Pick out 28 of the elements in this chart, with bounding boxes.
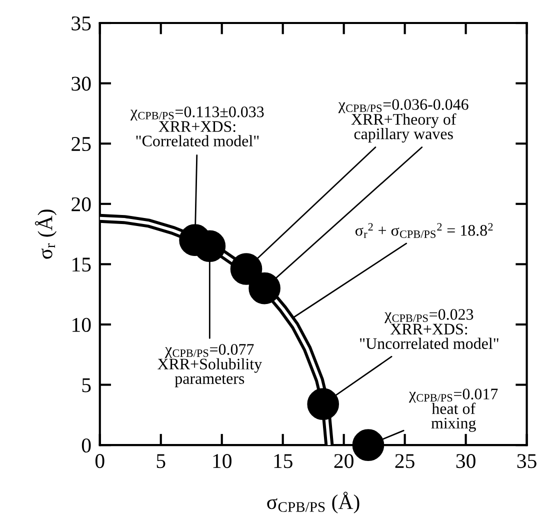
y-tick-label: 15 bbox=[72, 258, 91, 272]
y-tick-label: 35 bbox=[72, 16, 91, 30]
y-tick-label: 25 bbox=[72, 137, 91, 152]
y-tick-label: 0 bbox=[82, 438, 91, 453]
x-tick-label: 10 bbox=[213, 454, 232, 468]
point bbox=[352, 429, 384, 461]
annotation: χ$_{CPB/PS}$=0.113±0.033 XRR+XDS: "Correlated model" bbox=[130, 106, 264, 146]
y-tick-label: 30 bbox=[72, 76, 91, 91]
x-axis-title: σ$_{CPB/PS}$ (Å) bbox=[267, 492, 360, 514]
annotation: χ$_{CPB/PS}$=0.023 XRR+XDS: "Uncorrelated model" bbox=[360, 309, 498, 349]
y-tick-label: 5 bbox=[82, 378, 91, 392]
annotation: σ$_{r}$$^{2}$ + σ$_{CPB/PS}$$^{2}$ = 18.8$^{2}$ bbox=[355, 223, 493, 238]
x-tick-label: 0 bbox=[95, 454, 104, 468]
y-tick-label: 20 bbox=[72, 197, 91, 212]
annotation: χ$_{CPB/PS}$=0.036-0.046 XRR+Theory of capillary waves bbox=[338, 99, 468, 143]
x-tick-label: 5 bbox=[156, 454, 166, 468]
x-tick-label: 35 bbox=[517, 454, 536, 468]
y-axis-title: σ$_{r}$ (Å) bbox=[34, 210, 57, 259]
x-tick-label: 15 bbox=[274, 454, 292, 468]
point bbox=[230, 253, 262, 285]
x-tick-label: 25 bbox=[395, 454, 414, 468]
y-tick-label: 10 bbox=[72, 318, 91, 332]
point bbox=[248, 272, 280, 304]
x-tick-label: 30 bbox=[456, 454, 476, 468]
annotation: χ$_{CPB/PS}$=0.017 heat of mixing bbox=[408, 388, 498, 432]
annotation: χ$_{CPB/PS}$=0.077 XRR+Solubility parameters bbox=[158, 344, 262, 388]
point bbox=[307, 388, 340, 420]
x-tick-label: 20 bbox=[334, 454, 354, 468]
